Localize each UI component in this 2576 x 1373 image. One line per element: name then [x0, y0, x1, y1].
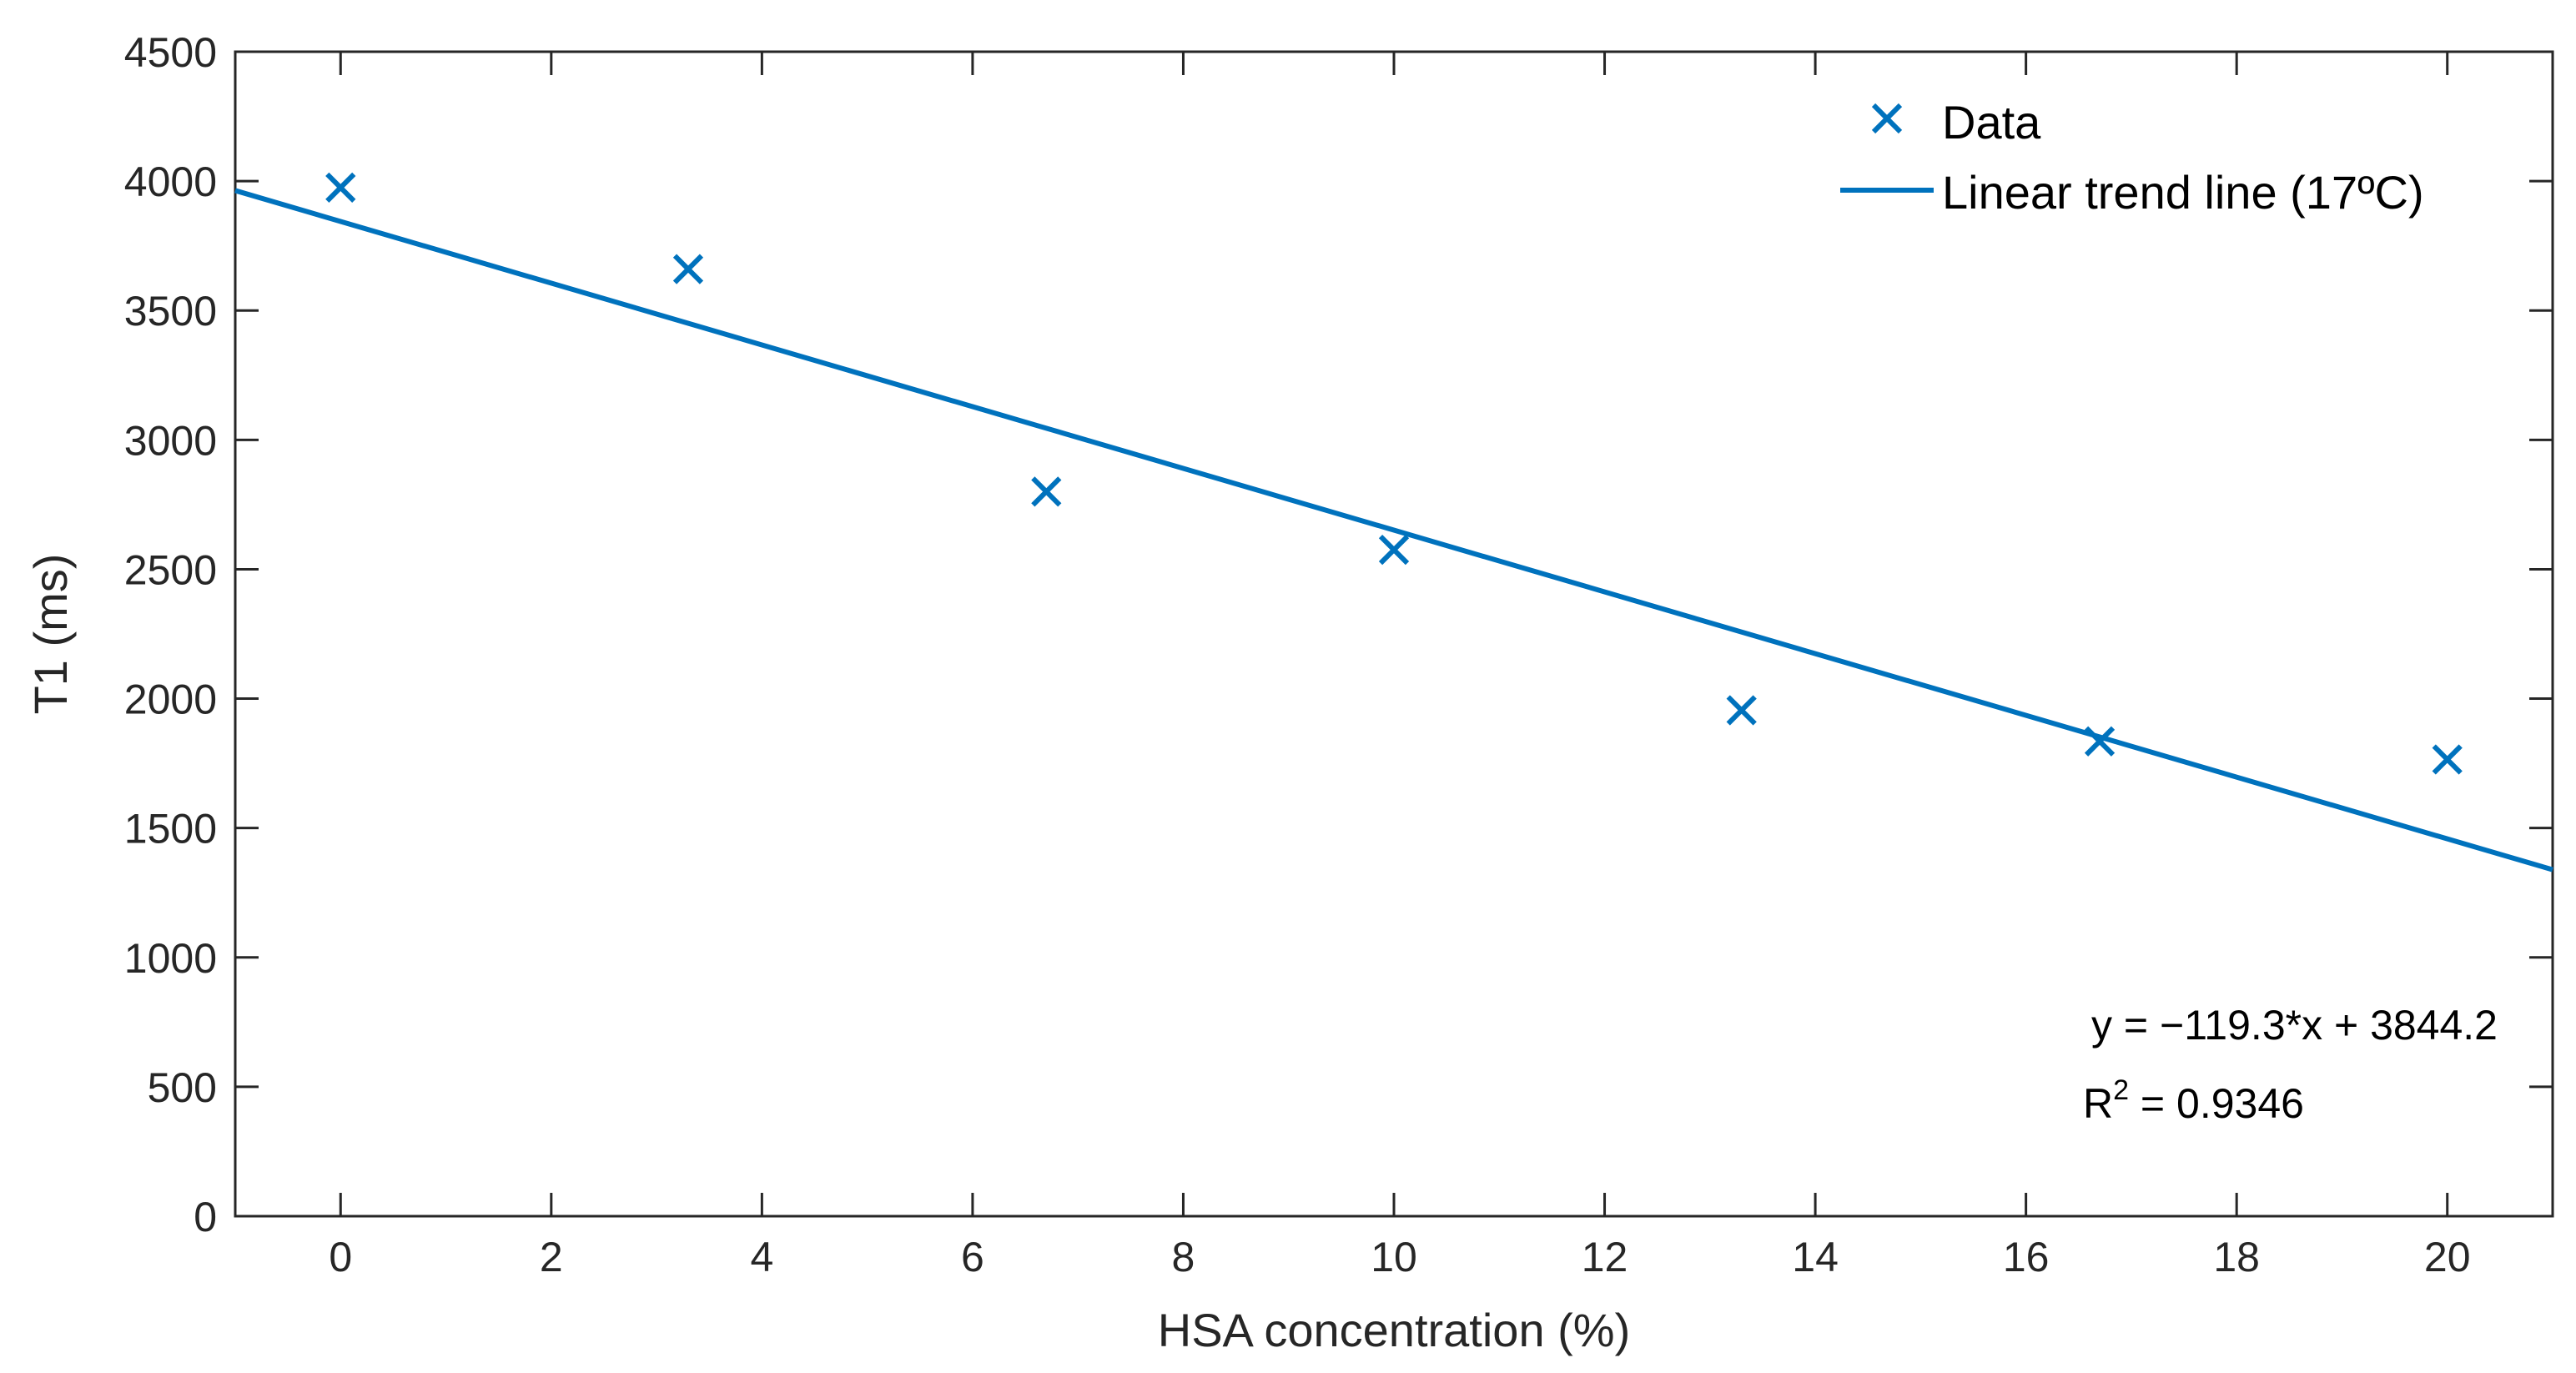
r-squared: R2 = 0.9346: [2083, 1074, 2304, 1127]
data-point: [1726, 695, 1757, 726]
y-tick-label: 3000: [124, 417, 217, 464]
x-axis-label: HSA concentration (%): [1158, 1304, 1630, 1356]
y-tick-label: 1000: [124, 935, 217, 982]
y-tick-label: 3500: [124, 288, 217, 334]
trend-line: [234, 188, 2553, 873]
x-tick-label: 6: [961, 1234, 984, 1280]
y-tick-label: 2500: [124, 546, 217, 593]
x-tick-label: 12: [1582, 1234, 1628, 1280]
plot-area: [234, 50, 2554, 1218]
x-tick-label: 14: [1792, 1234, 1839, 1280]
y-tick-label: 500: [148, 1064, 217, 1111]
data-point: [2084, 726, 2116, 757]
y-ticks: 0 500 1000 1500 2000 2500 3000 3500 4000 4500: [124, 29, 2553, 1240]
x-ticks: 0 2 4 6 8 10 12 14 16 18 20: [329, 52, 2471, 1280]
y-tick-label: 1500: [124, 806, 217, 852]
x-tick-label: 4: [750, 1234, 773, 1280]
legend-x-marker: [1871, 103, 1903, 134]
x-tick-label: 18: [2213, 1234, 2260, 1280]
y-tick-label: 4000: [124, 158, 217, 205]
x-tick-label: 20: [2424, 1234, 2471, 1280]
x-tick-label: 0: [329, 1234, 352, 1280]
data-point: [672, 254, 704, 284]
legend-marker-data: [1871, 103, 1903, 134]
y-tick-label: 2000: [124, 676, 217, 723]
legend: Data Linear trend line (17ºC): [1840, 96, 2424, 219]
r-squared-value: = 0.9346: [2129, 1080, 2304, 1127]
data-point: [1378, 535, 1410, 566]
trend-equation: y = −119.3*x + 3844.2: [2091, 1002, 2498, 1049]
r-squared-sup: 2: [2113, 1074, 2129, 1106]
x-tick-label: 10: [1371, 1234, 1417, 1280]
y-axis-label: T1 (ms): [24, 554, 77, 715]
legend-label-data: Data: [1942, 96, 2041, 148]
legend-label-trend: Linear trend line (17ºC): [1942, 166, 2424, 219]
r-squared-prefix: R: [2083, 1080, 2113, 1127]
x-tick-label: 2: [540, 1234, 563, 1280]
data-point: [2432, 744, 2463, 775]
y-tick-label: 4500: [124, 29, 217, 76]
x-tick-label: 16: [2003, 1234, 2050, 1280]
x-tick-label: 8: [1172, 1234, 1195, 1280]
series-layer: [234, 172, 2553, 873]
y-tick-label: 0: [194, 1194, 217, 1240]
data-point: [1031, 476, 1062, 507]
data-point: [325, 172, 356, 203]
